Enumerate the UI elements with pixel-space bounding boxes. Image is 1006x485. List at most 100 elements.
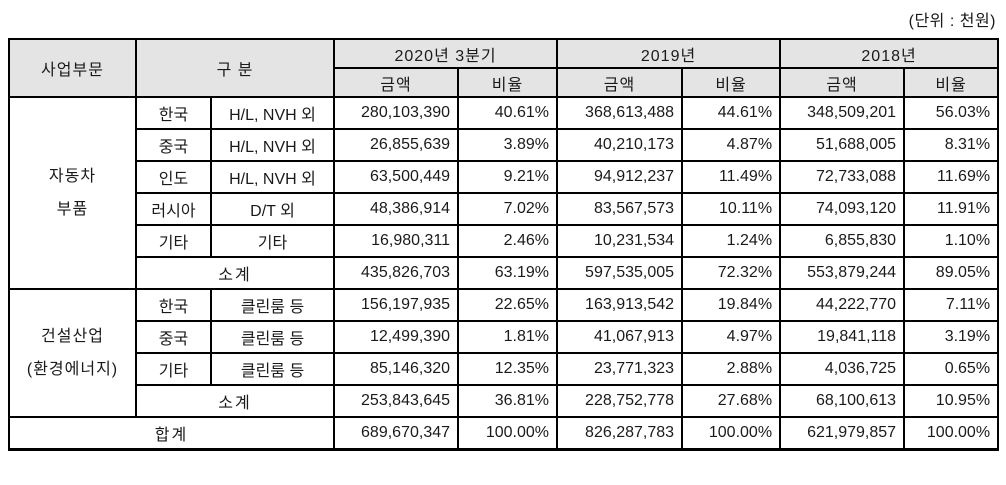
- subtotal-label-cell: 소계: [134, 256, 336, 290]
- ratio-cell-2020q3: 36.81%: [457, 384, 559, 418]
- table-row: 인도 H/L, NVH 외 63,500,449 9.21% 94,912,23…: [9, 160, 1000, 194]
- amount-cell-2020q3: 63,500,449: [333, 160, 460, 194]
- type-cell: 기타: [209, 224, 336, 258]
- table-row: 중국 클린룸 등 12,499,390 1.81% 41,067,913 4.9…: [9, 320, 1000, 354]
- division-cell-automotive-parts: 자동차 부품: [8, 96, 137, 290]
- amount-cell-2018: 348,509,201: [779, 96, 906, 130]
- ratio-cell-2018: 1.10%: [903, 224, 1000, 258]
- table-row: 중국 H/L, NVH 외 26,855,639 3.89% 40,210,17…: [9, 128, 1000, 162]
- amount-cell-2020q3: 48,386,914: [333, 192, 460, 226]
- unit-label: (단위 : 천원): [908, 13, 996, 30]
- type-cell: 클린룸 등: [209, 288, 336, 322]
- header-row-periods: 사업부문 구 분 2020년 3분기 2019년 2018년: [8, 38, 1000, 98]
- business-segment-table: 사업부문 구 분 2020년 3분기 2019년 2018년 금액 비율 금액 …: [7, 38, 1000, 451]
- ratio-cell-2020q3: 63.19%: [457, 256, 559, 290]
- type-cell: H/L, NVH 외: [209, 96, 336, 130]
- header-row-measures: 금액 비율 금액 비율 금액 비율: [9, 67, 1000, 98]
- ratio-cell-2020q3: 12.35%: [457, 352, 559, 386]
- division-line: (환경에너지): [26, 361, 119, 378]
- ratio-cell-2019: 4.97%: [681, 320, 782, 354]
- ratio-cell-2019: 4.87%: [681, 128, 782, 162]
- amount-cell-2020q3: 85,146,320: [333, 352, 460, 386]
- header-period-2020q3: 2020년 3분기: [333, 38, 559, 69]
- ratio-cell-2018: 3.19%: [903, 320, 1000, 354]
- amount-cell-2018: 19,841,118: [779, 320, 906, 354]
- ratio-cell-2018: 0.65%: [903, 352, 1000, 386]
- ratio-cell-2019: 11.49%: [681, 160, 782, 194]
- ratio-cell-2019: 27.68%: [681, 384, 782, 418]
- amount-cell-2020q3: 26,855,639: [333, 128, 460, 162]
- amount-cell-2020q3: 16,980,311: [333, 224, 460, 258]
- amount-cell-2018: 621,979,857: [779, 416, 906, 451]
- division-cell-construction: 건설산업 (환경에너지): [8, 288, 137, 418]
- amount-cell-2020q3: 280,103,390: [333, 96, 460, 130]
- header-classification: 구 분: [134, 38, 336, 98]
- ratio-cell-2018: 8.31%: [903, 128, 1000, 162]
- region-cell: 중국: [135, 128, 212, 162]
- amount-cell-2020q3: 435,826,703: [333, 256, 460, 290]
- header-amount-2018: 금액: [779, 67, 906, 98]
- ratio-cell-2018: 10.95%: [903, 384, 1000, 418]
- total-label-cell: 합계: [7, 416, 336, 451]
- ratio-cell-2018: 89.05%: [903, 256, 1000, 290]
- header-ratio-2020q3: 비율: [457, 67, 559, 98]
- amount-cell-2020q3: 689,670,347: [333, 416, 460, 451]
- amount-cell-2018: 553,879,244: [779, 256, 906, 290]
- region-cell: 중국: [135, 320, 212, 354]
- ratio-cell-2019: 44.61%: [681, 96, 782, 130]
- amount-cell-2018: 4,036,725: [779, 352, 906, 386]
- amount-cell-2019: 826,287,783: [556, 416, 684, 451]
- total-row: 합계 689,670,347 100.00% 826,287,783 100.0…: [7, 416, 1000, 451]
- ratio-cell-2020q3: 40.61%: [457, 96, 559, 130]
- amount-cell-2020q3: 12,499,390: [333, 320, 460, 354]
- region-cell: 한국: [135, 288, 212, 322]
- header-business-division: 사업부문: [8, 38, 137, 98]
- ratio-cell-2019: 1.24%: [681, 224, 782, 258]
- ratio-cell-2020q3: 9.21%: [457, 160, 559, 194]
- subtotal-row: 소계 435,826,703 63.19% 597,535,005 72.32%…: [9, 256, 1000, 290]
- amount-cell-2019: 228,752,778: [556, 384, 684, 418]
- subtotal-row: 소계 253,843,645 36.81% 228,752,778 27.68%…: [9, 384, 1000, 418]
- ratio-cell-2019: 72.32%: [681, 256, 782, 290]
- amount-cell-2018: 44,222,770: [779, 288, 906, 322]
- ratio-cell-2020q3: 1.81%: [457, 320, 559, 354]
- header-amount-2020q3: 금액: [333, 67, 460, 98]
- type-cell: 클린룸 등: [209, 352, 336, 386]
- amount-cell-2018: 51,688,005: [779, 128, 906, 162]
- ratio-cell-2019: 10.11%: [681, 192, 782, 226]
- header-period-2018: 2018년: [779, 38, 1000, 69]
- ratio-cell-2018: 11.91%: [903, 192, 1000, 226]
- header-amount-2019: 금액: [556, 67, 684, 98]
- amount-cell-2019: 40,210,173: [556, 128, 684, 162]
- ratio-cell-2018: 100.00%: [903, 416, 1000, 451]
- division-line: 건설산업: [41, 328, 104, 345]
- ratio-cell-2018: 11.69%: [903, 160, 1000, 194]
- ratio-cell-2020q3: 3.89%: [457, 128, 559, 162]
- region-cell: 인도: [135, 160, 212, 194]
- type-cell: H/L, NVH 외: [209, 160, 336, 194]
- table-row: 건설산업 (환경에너지) 한국 클린룸 등 156,197,935 22.65%…: [8, 288, 1000, 418]
- ratio-cell-2019: 100.00%: [681, 416, 782, 451]
- table-row: 기타 클린룸 등 85,146,320 12.35% 23,771,323 2.…: [9, 352, 1000, 386]
- amount-cell-2020q3: 253,843,645: [333, 384, 460, 418]
- region-cell: 기타: [135, 224, 212, 258]
- amount-cell-2019: 10,231,534: [556, 224, 684, 258]
- table-row: 기타 기타 16,980,311 2.46% 10,231,534 1.24% …: [9, 224, 1000, 258]
- division-line: 부품: [56, 201, 89, 218]
- ratio-cell-2019: 2.88%: [681, 352, 782, 386]
- header-period-2019: 2019년: [556, 38, 782, 69]
- region-cell: 러시아: [135, 192, 212, 226]
- amount-cell-2018: 74,093,120: [779, 192, 906, 226]
- header-ratio-2019: 비율: [681, 67, 782, 98]
- region-cell: 기타: [135, 352, 212, 386]
- amount-cell-2019: 163,913,542: [556, 288, 684, 322]
- amount-cell-2018: 6,855,830: [779, 224, 906, 258]
- type-cell: H/L, NVH 외: [209, 128, 336, 162]
- table-header: 사업부문 구 분 2020년 3분기 2019년 2018년 금액 비율 금액 …: [8, 38, 1000, 98]
- ratio-cell-2020q3: 22.65%: [457, 288, 559, 322]
- ratio-cell-2020q3: 7.02%: [457, 192, 559, 226]
- subtotal-label-cell: 소계: [134, 384, 336, 418]
- table-row: 러시아 D/T 외 48,386,914 7.02% 83,567,573 10…: [9, 192, 1000, 226]
- amount-cell-2019: 41,067,913: [556, 320, 684, 354]
